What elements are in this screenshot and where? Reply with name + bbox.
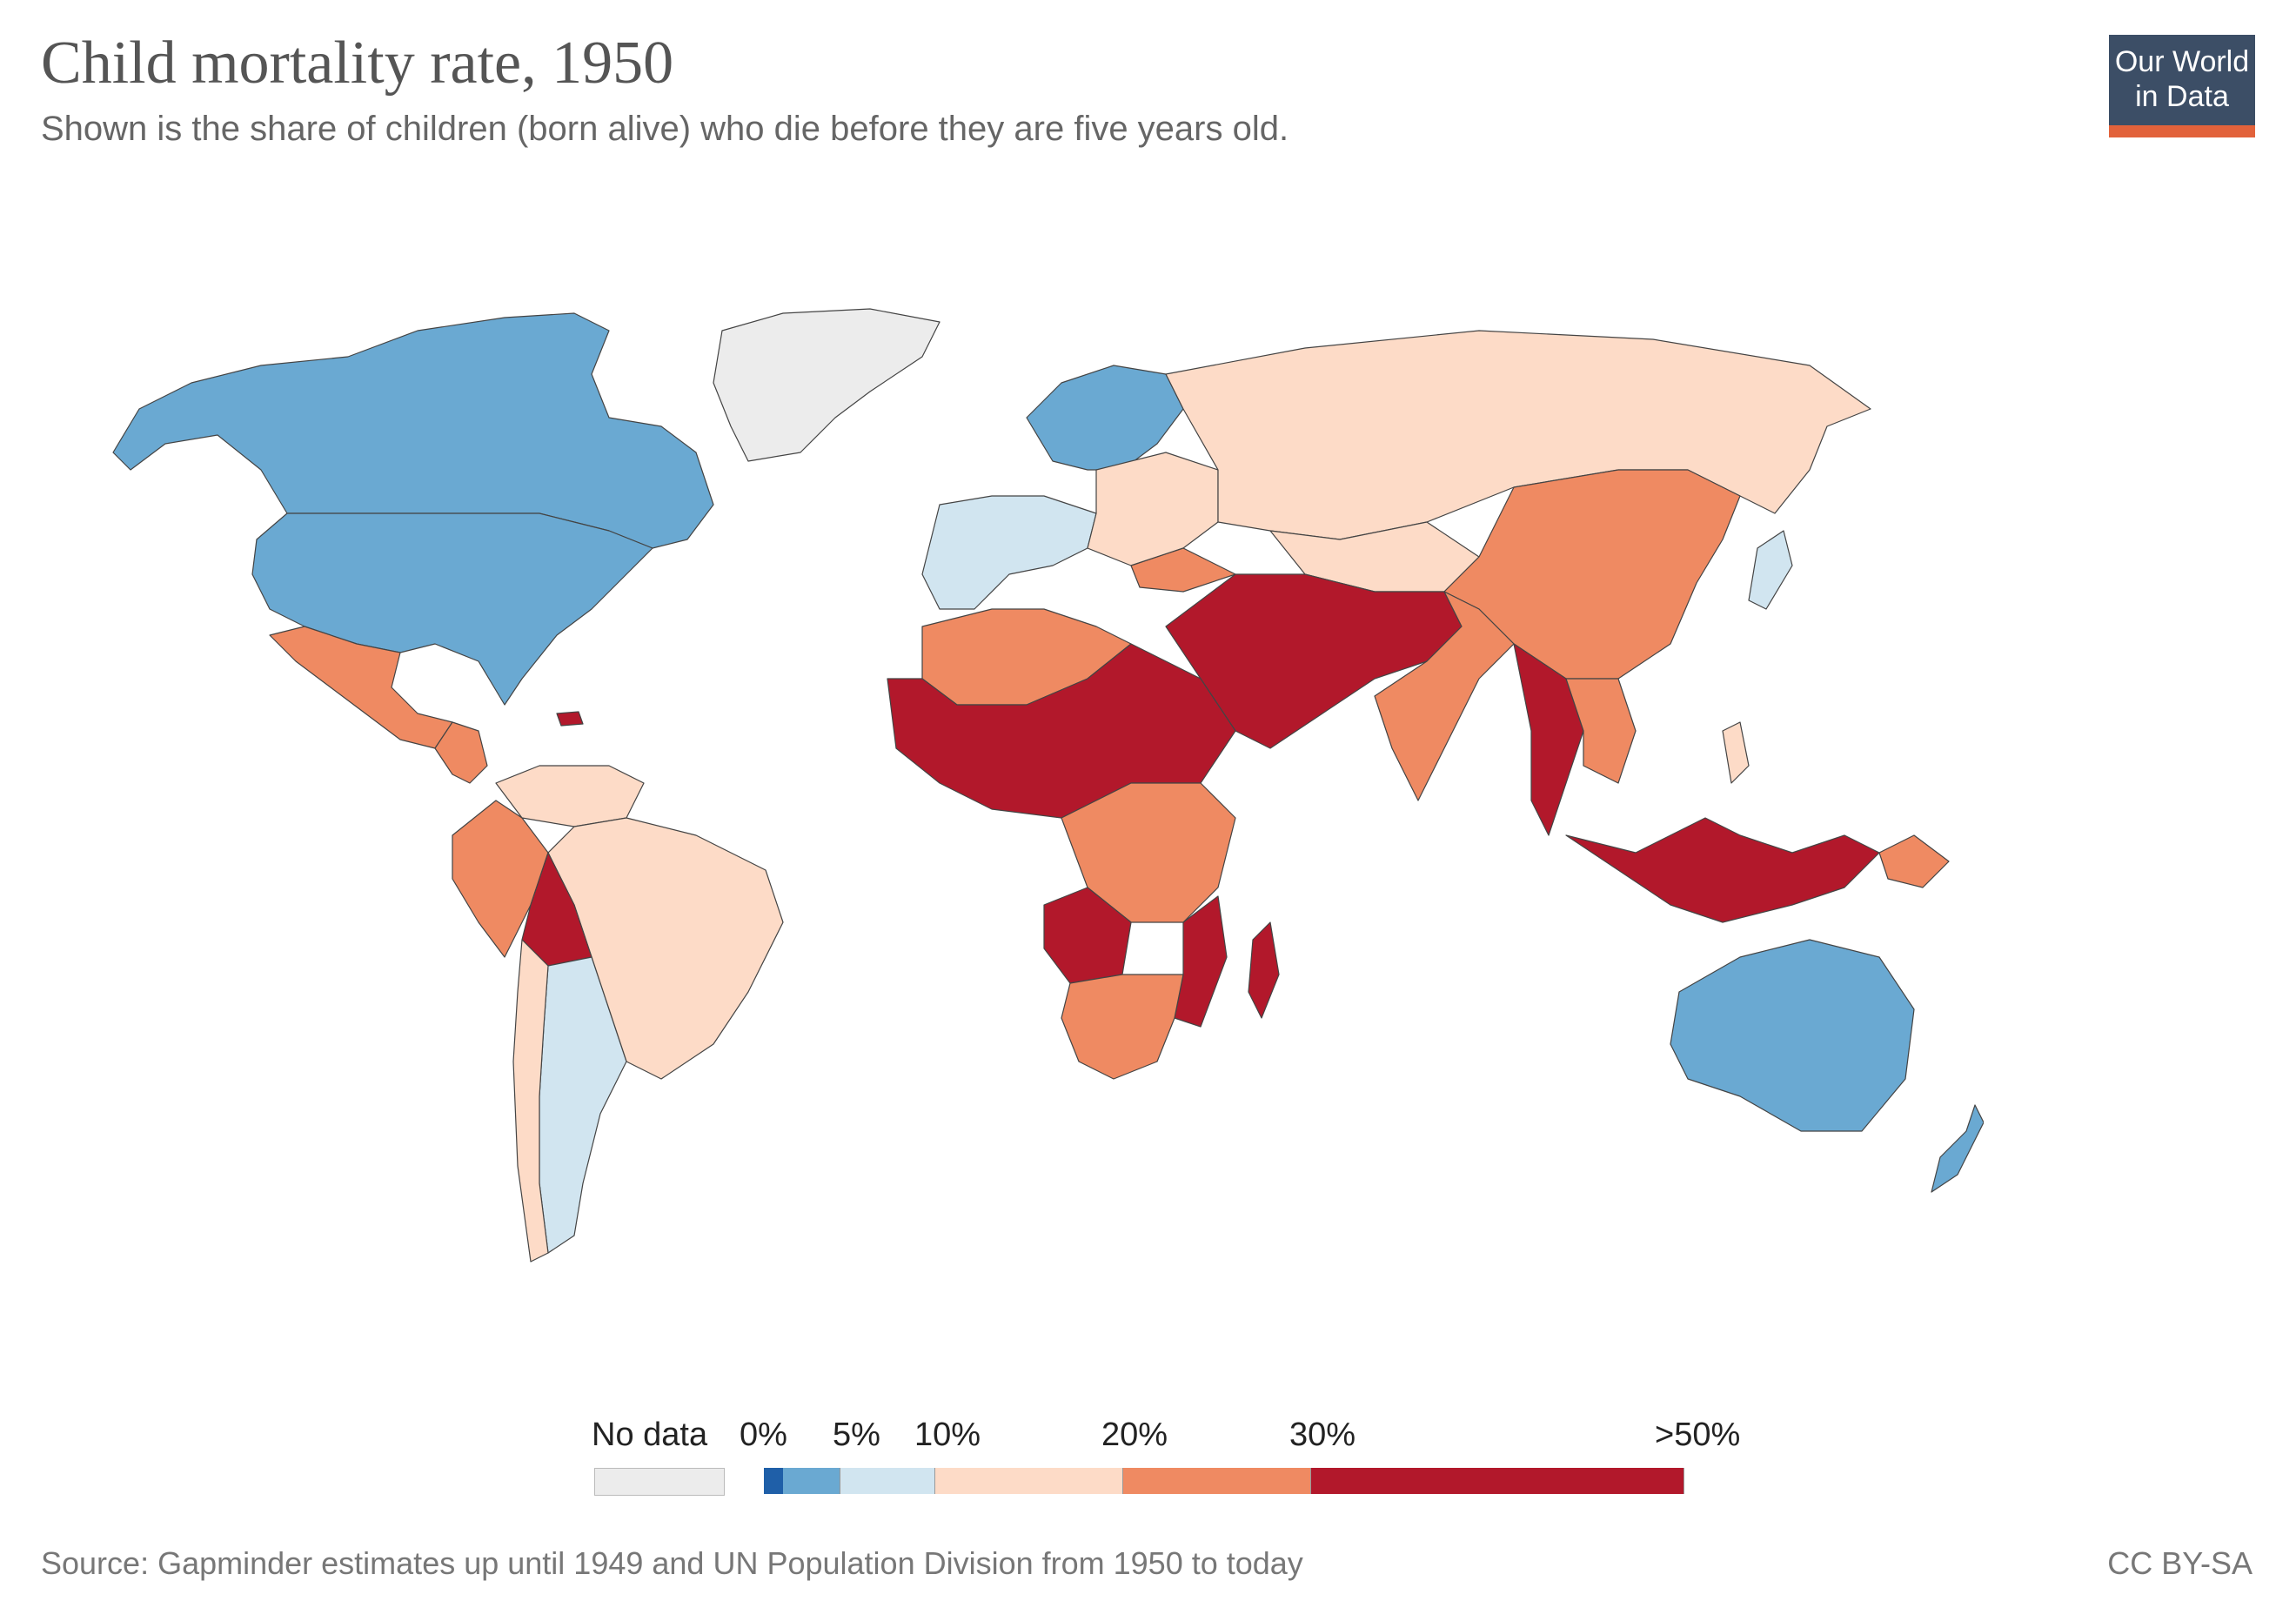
chart-subtitle: Shown is the share of children (born ali… <box>41 110 1289 148</box>
chart-title: Child mortality rate, 1950 <box>41 30 674 97</box>
owid-logo[interactable]: Our World in Data <box>2109 35 2255 137</box>
legend-tick-label-50: >50% <box>1655 1417 1741 1453</box>
legend-tick-label-10: 10% <box>914 1417 981 1453</box>
legend-tick-label-0: 0% <box>740 1417 787 1453</box>
map-region-papua-new-guinea[interactable] <box>1878 834 1950 888</box>
map-legend: No data 0% 5% 10% 20% 30% >50% <box>592 1418 1740 1514</box>
map-region-eastern-europe[interactable] <box>1087 452 1219 566</box>
map-region-new-zealand[interactable] <box>1931 1104 1984 1193</box>
map-region-united-states[interactable] <box>251 512 653 706</box>
legend-swatch-30-50[interactable] <box>1123 1468 1311 1494</box>
legend-swatch-5-10[interactable] <box>783 1468 840 1494</box>
map-region-philippines[interactable] <box>1722 721 1750 784</box>
logo-accent-bar <box>2109 125 2255 137</box>
map-region-haiti[interactable] <box>556 711 584 727</box>
map-region-indochina[interactable] <box>1565 678 1637 784</box>
legend-swatch-over-50[interactable] <box>1311 1468 1684 1494</box>
license-link[interactable]: CC BY-SA <box>2107 1545 2252 1581</box>
legend-swatch-0-5[interactable] <box>764 1468 784 1494</box>
map-region-colombia-venezuela[interactable] <box>495 765 645 827</box>
legend-swatch-20-30[interactable] <box>935 1468 1123 1494</box>
map-region-indonesia[interactable] <box>1565 817 1880 923</box>
map-region-turkey[interactable] <box>1130 547 1236 593</box>
logo-line-2: in Data <box>2135 80 2229 113</box>
map-region-western-europe[interactable] <box>921 495 1097 610</box>
map-region-india[interactable] <box>1374 591 1515 801</box>
map-region-northern-europe[interactable] <box>1026 365 1184 471</box>
legend-tick-label-5: 5% <box>833 1417 880 1453</box>
legend-tick-label-30: 30% <box>1289 1417 1356 1453</box>
map-region-sahel-west-africa[interactable] <box>887 643 1236 819</box>
map-region-chile[interactable] <box>512 939 549 1263</box>
map-region-australia[interactable] <box>1670 939 1915 1132</box>
map-region-madagascar[interactable] <box>1248 921 1280 1019</box>
legend-no-data-swatch[interactable] <box>594 1468 725 1496</box>
map-region-southern-africa[interactable] <box>1061 974 1184 1080</box>
map-region-greenland[interactable] <box>713 308 940 462</box>
logo-line-1: Our World <box>2114 45 2250 78</box>
map-region-central-america[interactable] <box>434 721 488 784</box>
map-region-canada[interactable] <box>112 312 714 549</box>
source-note: Source: Gapminder estimates up until 194… <box>41 1545 1303 1581</box>
legend-swatch-10-20[interactable] <box>840 1468 935 1494</box>
legend-no-data-label: No data <box>592 1417 708 1453</box>
world-map <box>112 308 1984 1263</box>
logo-box <box>2109 35 2255 125</box>
map-region-japan[interactable] <box>1748 530 1793 610</box>
legend-tick-label-20: 20% <box>1101 1417 1168 1453</box>
